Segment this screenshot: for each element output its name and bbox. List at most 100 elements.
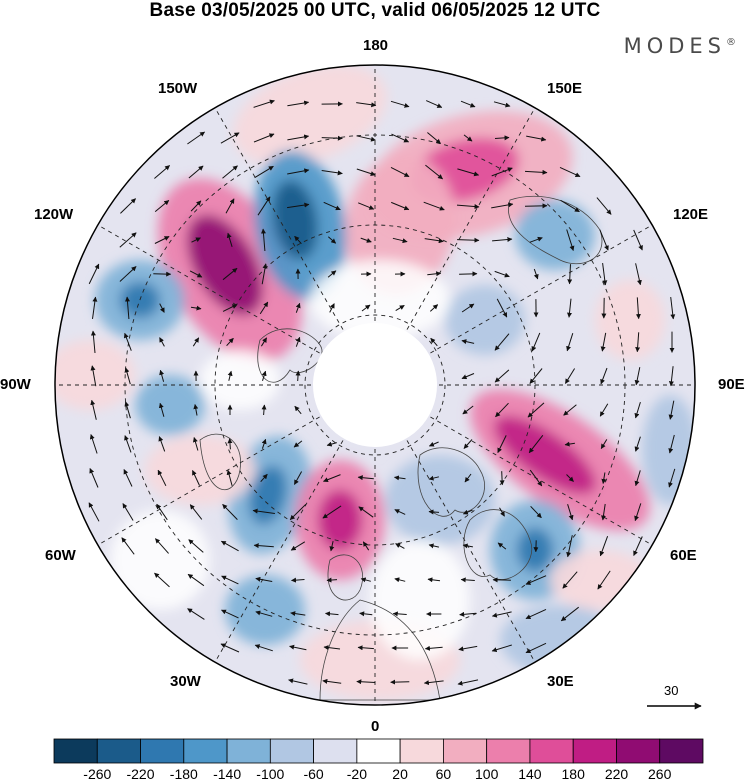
lon-label-150w: 150W [158, 80, 198, 97]
wind-vector [564, 441, 575, 447]
map-border [54, 64, 696, 706]
wind-vector [155, 538, 169, 554]
wind-vector [491, 611, 512, 618]
wind-vector [463, 134, 473, 142]
wind-vector [524, 169, 548, 175]
wind-vector [329, 540, 335, 552]
colorbar-tick-label: 20 [392, 766, 408, 782]
graticule-lines [55, 65, 695, 705]
wind-vector [287, 202, 310, 209]
lon-label-30e: 30E [547, 673, 574, 690]
colorbar [53, 738, 704, 764]
brand-text: MODES [623, 34, 726, 58]
lon-label-90e: 90E [718, 376, 745, 393]
wind-vector [227, 438, 233, 450]
wind-vector [634, 470, 641, 487]
wind-vector [290, 541, 306, 551]
wind-vector [187, 573, 205, 587]
wind-vector [261, 438, 267, 449]
wind-vector [494, 369, 510, 383]
colorbar-swatch [140, 738, 185, 764]
wind-vector [395, 543, 405, 549]
wind-vector [634, 503, 642, 522]
wind-vector [633, 536, 643, 556]
wind-vector [357, 645, 374, 651]
wind-vector [457, 679, 479, 686]
wind-vector [154, 200, 170, 212]
wind-vector [260, 473, 268, 483]
wind-vector [123, 332, 132, 351]
wind-vector [227, 370, 233, 381]
colorbar-swatch [53, 738, 98, 764]
wind-vector [634, 401, 641, 419]
wind-vector [190, 200, 202, 212]
wind-vector [423, 201, 445, 211]
wind-vector [559, 166, 581, 178]
wind-vector [225, 198, 235, 214]
wind-vector [390, 166, 410, 178]
wind-vector [291, 577, 305, 583]
wind-vector [567, 264, 573, 285]
coastline [199, 433, 242, 490]
wind-vector [427, 577, 441, 583]
anomaly-pos [187, 215, 263, 315]
coastline [257, 328, 323, 383]
wind-vector [257, 196, 271, 216]
meridian-line [209, 384, 376, 672]
wind-vector [359, 611, 373, 617]
colorbar-swatch [442, 738, 488, 764]
wind-vector [226, 232, 233, 247]
wind-vector [287, 100, 310, 107]
wind-vector [294, 405, 302, 415]
anomaly-neg [120, 282, 160, 318]
anomaly-neg [500, 605, 620, 675]
wind-vector [226, 337, 234, 347]
colorbar-tick-label: -20 [346, 766, 368, 782]
wind-vector [394, 509, 406, 515]
wind-vector [89, 468, 99, 488]
wind-vector [600, 332, 607, 352]
wind-vector [154, 572, 170, 588]
wind-vector [528, 434, 544, 454]
wind-vector [253, 99, 275, 108]
wind-vector [491, 167, 513, 177]
wind-vector [119, 232, 137, 248]
wind-vector [429, 304, 439, 312]
wind-vector [567, 504, 574, 521]
wind-vector [463, 439, 473, 449]
wind-vector [220, 132, 240, 144]
wind-vector [192, 437, 199, 451]
wind-vector [189, 504, 203, 520]
wind-vector [321, 135, 343, 141]
wind-vector [323, 201, 341, 211]
wind-vector [464, 473, 472, 483]
wind-vector [220, 643, 240, 653]
wind-vector [295, 336, 301, 347]
wind-vector [287, 134, 310, 141]
wind-vector [327, 236, 337, 244]
wind-vector [566, 333, 574, 352]
brand-logo: MODES® [624, 34, 736, 58]
wind-vector [293, 440, 303, 448]
wind-vector [635, 297, 641, 320]
wind-vector [261, 404, 267, 416]
colorbar-swatch [572, 738, 617, 764]
wind-vector [531, 332, 541, 352]
wind-vector [356, 135, 376, 142]
wind-vector [192, 470, 200, 486]
wind-vector [462, 509, 473, 515]
anomaly-pos [145, 435, 255, 505]
wind-vector [187, 608, 205, 620]
meridian-line [374, 384, 662, 551]
wind-vector [494, 135, 510, 141]
wind-vector [526, 135, 547, 142]
polar-cap [313, 323, 437, 447]
wind-vector [495, 402, 509, 418]
wind-vector [356, 168, 376, 176]
wind-vector [90, 365, 97, 387]
wind-vector [290, 611, 306, 617]
colorbar-swatch [399, 738, 444, 764]
wind-vector [122, 503, 134, 521]
wind-vector [493, 101, 511, 108]
wind-vector [491, 644, 512, 653]
